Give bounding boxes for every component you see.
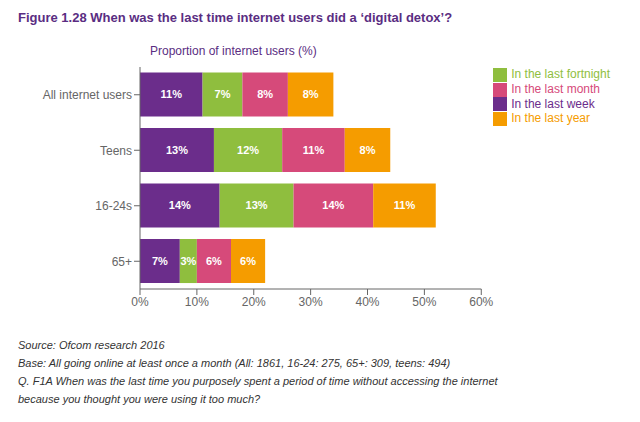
html-text:because you thought you were u: because you thought you were using it to… — [18, 393, 261, 405]
svg-text:8%: 8% — [257, 88, 273, 100]
svg-text:0%: 0% — [131, 295, 149, 309]
svg-text:11%: 11% — [161, 88, 183, 100]
svg-text:14%: 14% — [322, 199, 344, 211]
svg-text:40%: 40% — [355, 295, 379, 309]
svg-text:8%: 8% — [360, 144, 376, 156]
svg-text:3%: 3% — [180, 255, 196, 267]
svg-text:6%: 6% — [240, 255, 256, 267]
svg-text:8%: 8% — [303, 88, 319, 100]
svg-text:13%: 13% — [246, 199, 268, 211]
svg-text:7%: 7% — [215, 88, 231, 100]
html-text:In the last year: In the last year — [511, 111, 590, 126]
svg-text:10%: 10% — [185, 295, 209, 309]
svg-text:All internet users: All internet users — [43, 88, 132, 102]
svg-text:30%: 30% — [299, 295, 323, 309]
html-text:Source: Ofcom research 2016: Source: Ofcom research 2016 — [18, 339, 165, 351]
svg-text:11%: 11% — [303, 144, 325, 156]
svg-text:12%: 12% — [237, 144, 259, 156]
svg-text:50%: 50% — [412, 295, 436, 309]
html-text:In the last month: In the last month — [511, 81, 600, 96]
svg-text:13%: 13% — [166, 144, 188, 156]
html-text:Q. F1A When was the last time: Q. F1A When was the last time you purpos… — [18, 375, 498, 387]
svg-text:7%: 7% — [152, 255, 168, 267]
html-text:In the last fortnight: In the last fortnight — [511, 67, 610, 81]
svg-text:14%: 14% — [169, 199, 191, 211]
svg-text:6%: 6% — [206, 255, 222, 267]
svg-text:11%: 11% — [394, 199, 416, 211]
svg-text:16-24s: 16-24s — [95, 199, 132, 213]
svg-text:65+: 65+ — [112, 255, 132, 269]
html-text:Proportion of internet users (: Proportion of internet users (%) — [150, 44, 317, 58]
svg-text:Teens: Teens — [100, 144, 132, 158]
svg-text:20%: 20% — [242, 295, 266, 309]
html-text:Figure 1.28 When was the last: Figure 1.28 When was the last time inter… — [18, 10, 453, 25]
html-text:In the last week: In the last week — [511, 96, 595, 111]
html-text:Base: All going online at leas: Base: All going online at least once a m… — [18, 357, 451, 369]
svg-text:60%: 60% — [469, 295, 493, 309]
